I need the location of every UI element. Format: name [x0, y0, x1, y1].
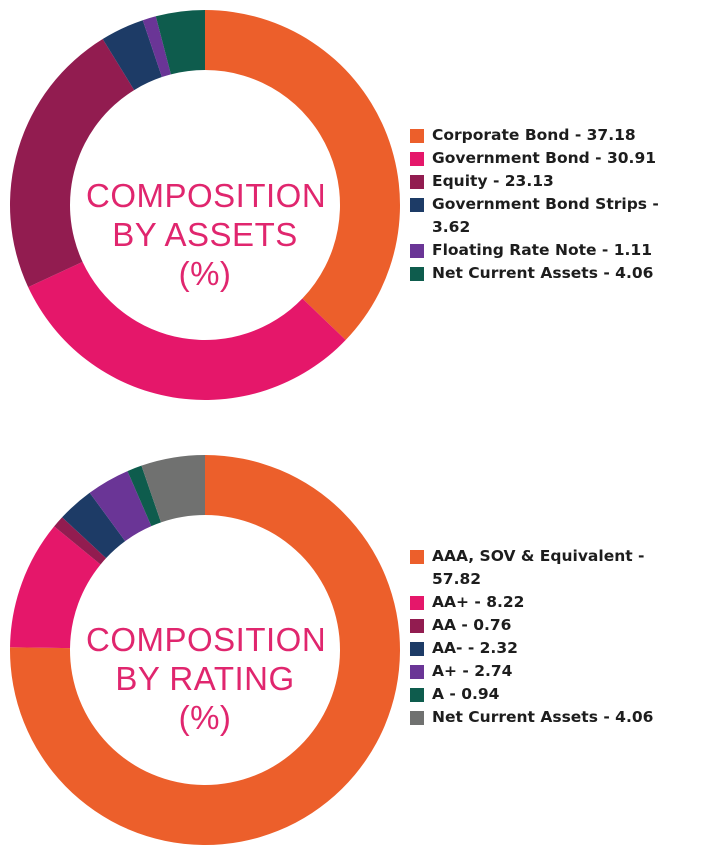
assets-legend-swatch-4: [410, 198, 424, 212]
assets-legend-swatch-1: [410, 129, 424, 143]
rating-legend-label-7: Net Current Assets - 4.06: [432, 708, 654, 726]
assets-legend-swatch-2: [410, 152, 424, 166]
assets-legend-label-3: Equity - 23.13: [432, 172, 554, 190]
rating-slice-6: [127, 465, 162, 527]
assets-legend-item-6: Net Current Assets - 4.06: [410, 262, 692, 285]
assets-slice-3: [9, 38, 135, 288]
rating-legend-label-6: A - 0.94: [432, 685, 500, 703]
rating-legend-label-3: AA - 0.76: [432, 616, 512, 634]
rating-slice-4: [62, 492, 126, 559]
assets-legend-item-2: Government Bond - 30.91: [410, 147, 692, 170]
assets-legend-swatch-5: [410, 244, 424, 258]
assets-legend-item-1: Corporate Bond - 37.18: [410, 124, 692, 147]
assets-donut-chart: [9, 10, 401, 400]
rating-slice-7: [141, 455, 205, 523]
assets-center-title-line-1: COMPOSITION: [86, 177, 327, 214]
rating-legend-swatch-2: [410, 596, 424, 610]
rating-legend-label-5: A+ - 2.74: [432, 662, 513, 680]
rating-legend-swatch-5: [410, 665, 424, 679]
rating-legend-item-6: A - 0.94: [410, 683, 662, 706]
assets-slice-6: [155, 10, 205, 75]
rating-legend-item-7: Net Current Assets - 4.06: [410, 706, 662, 729]
assets-center-title-line-3: (%): [178, 255, 232, 292]
rating-chart-block: COMPOSITION BY RATING (%) AAA, SOV & Equ…: [0, 440, 715, 848]
rating-legend-swatch-7: [410, 711, 424, 725]
rating-legend-item-1: AAA, SOV & Equivalent - 57.82: [410, 545, 662, 591]
rating-legend-swatch-3: [410, 619, 424, 633]
assets-legend-item-4: Government Bond Strips - 3.62: [410, 193, 692, 239]
rating-legend-label-2: AA+ - 8.22: [432, 593, 525, 611]
assets-chart-block: COMPOSITION BY ASSETS (%) Corporate Bond…: [0, 0, 715, 420]
assets-center-title-line-2: BY ASSETS: [112, 216, 298, 253]
rating-legend-label-1: AAA, SOV & Equivalent - 57.82: [432, 547, 645, 588]
rating-legend-item-2: AA+ - 8.22: [410, 591, 662, 614]
rating-legend-label-4: AA- - 2.32: [432, 639, 518, 657]
rating-legend-swatch-6: [410, 688, 424, 702]
assets-legend: Corporate Bond - 37.18 Government Bond - …: [410, 124, 692, 285]
rating-legend-item-4: AA- - 2.32: [410, 637, 662, 660]
assets-legend-label-5: Floating Rate Note - 1.11: [432, 241, 652, 259]
assets-slice-5: [142, 16, 171, 78]
assets-slice-2: [28, 261, 346, 400]
rating-slice-3: [54, 517, 107, 565]
assets-legend-swatch-6: [410, 267, 424, 281]
assets-center-title: COMPOSITION BY ASSETS (%): [86, 176, 327, 293]
assets-legend-label-4: Government Bond Strips - 3.62: [432, 195, 659, 236]
assets-slice-4: [102, 20, 162, 91]
assets-legend-swatch-3: [410, 175, 424, 189]
rating-legend-swatch-1: [410, 550, 424, 564]
rating-center-title-line-2: BY RATING: [115, 660, 295, 697]
rating-center-title: COMPOSITION BY RATING (%): [86, 620, 327, 737]
rating-legend-swatch-4: [410, 642, 424, 656]
assets-legend-item-5: Floating Rate Note - 1.11: [410, 239, 692, 262]
rating-legend: AAA, SOV & Equivalent - 57.82 AA+ - 8.22 A…: [410, 545, 662, 729]
assets-legend-label-6: Net Current Assets - 4.06: [432, 264, 654, 282]
rating-slice-5: [89, 471, 152, 542]
assets-legend-item-3: Equity - 23.13: [410, 170, 692, 193]
rating-legend-item-5: A+ - 2.74: [410, 660, 662, 683]
rating-center-title-line-3: (%): [178, 699, 232, 736]
rating-legend-item-3: AA - 0.76: [410, 614, 662, 637]
rating-center-title-line-1: COMPOSITION: [86, 621, 327, 658]
assets-legend-label-2: Government Bond - 30.91: [432, 149, 657, 167]
rating-donut-chart: [9, 455, 400, 845]
rating-slice-2: [10, 526, 101, 649]
assets-slice-1: [205, 10, 401, 341]
assets-legend-label-1: Corporate Bond - 37.18: [432, 126, 636, 144]
rating-slice-1: [9, 455, 400, 845]
